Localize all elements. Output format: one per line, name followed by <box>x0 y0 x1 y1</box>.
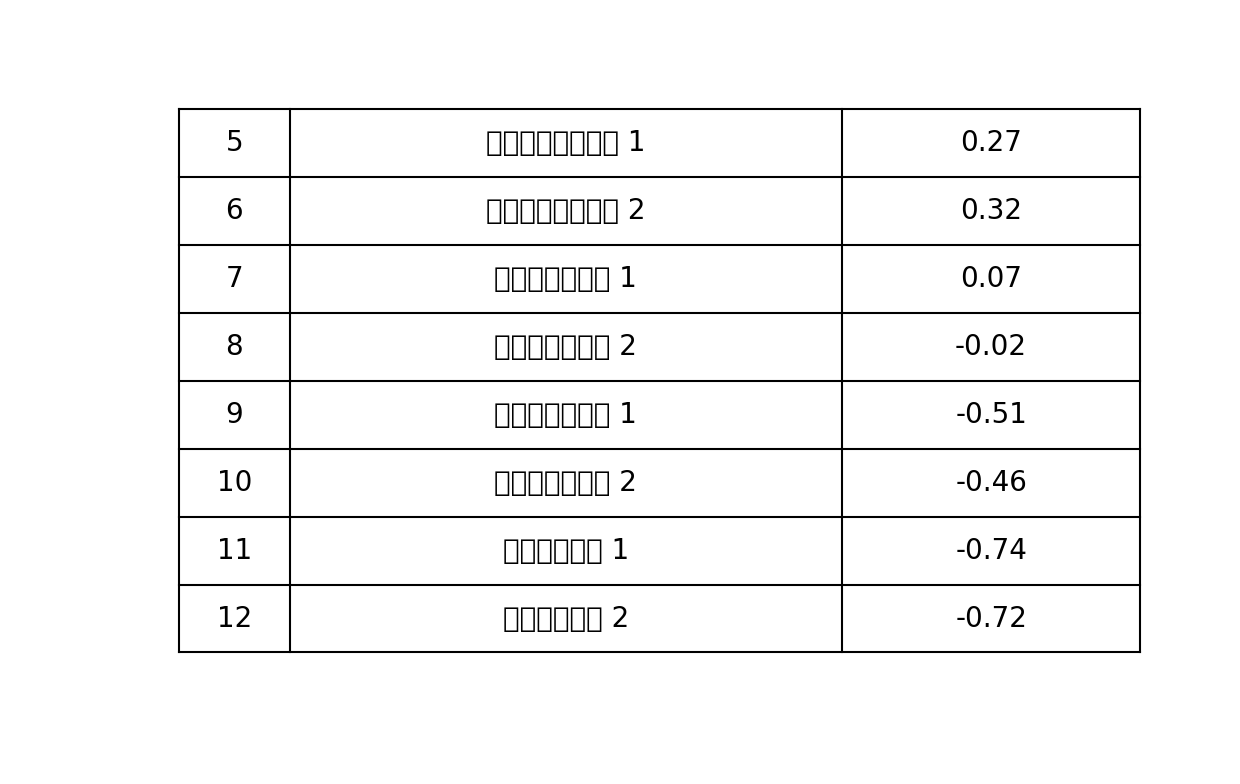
Text: 12: 12 <box>217 604 252 633</box>
Text: 8: 8 <box>226 333 243 361</box>
Text: -0.02: -0.02 <box>955 333 1027 361</box>
Text: 5: 5 <box>226 129 243 157</box>
Text: -0.74: -0.74 <box>955 536 1027 564</box>
Text: 7: 7 <box>226 265 243 293</box>
Text: -0.72: -0.72 <box>955 604 1027 633</box>
Text: 0.27: 0.27 <box>960 129 1022 157</box>
Text: 库车煮系烴源岩 1: 库车煮系烴源岩 1 <box>495 401 637 429</box>
Text: 11: 11 <box>217 536 252 564</box>
Text: -0.51: -0.51 <box>955 401 1027 429</box>
Text: 9: 9 <box>226 401 243 429</box>
Text: 0.32: 0.32 <box>960 197 1022 225</box>
Text: 库车煮系烴源岩 2: 库车煮系烴源岩 2 <box>495 469 637 497</box>
Text: 库车煮系原油 2: 库车煮系原油 2 <box>502 604 629 633</box>
Text: 库车煮系原油 1: 库车煮系原油 1 <box>502 536 629 564</box>
Text: 塔里木海相原油 2: 塔里木海相原油 2 <box>495 333 637 361</box>
Text: -0.46: -0.46 <box>955 469 1027 497</box>
Text: 10: 10 <box>217 469 252 497</box>
Text: 塔里木海相烴源岩 2: 塔里木海相烴源岩 2 <box>486 197 646 225</box>
Text: 塔里木海相原油 1: 塔里木海相原油 1 <box>495 265 637 293</box>
Text: 塔里木海相烴源岩 1: 塔里木海相烴源岩 1 <box>486 129 646 157</box>
Text: 6: 6 <box>226 197 243 225</box>
Text: 0.07: 0.07 <box>960 265 1022 293</box>
